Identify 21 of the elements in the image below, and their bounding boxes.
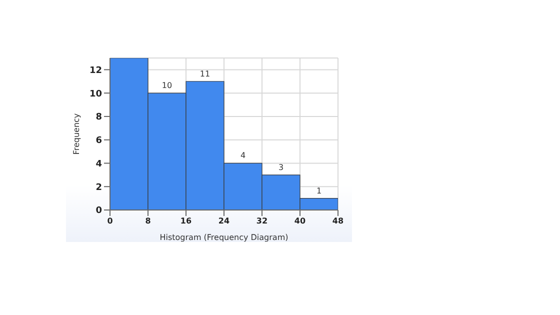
y-tick-label: 4	[96, 159, 102, 170]
x-tick-label: 24	[218, 216, 230, 226]
y-tick-label: 2	[96, 182, 102, 193]
data-label: 4	[240, 151, 246, 160]
x-tick-label: 16	[180, 216, 192, 226]
y-axis-title: Frequency	[72, 113, 81, 155]
y-tick-label: 8	[96, 112, 102, 123]
y-tick-label: 10	[89, 89, 102, 100]
x-tick-label: 40	[294, 216, 306, 226]
data-label: 10	[162, 81, 172, 90]
y-tick-label: 6	[96, 136, 102, 146]
x-axis-title: Histogram (Frequency Diagram)	[160, 233, 288, 242]
data-label: 3	[278, 162, 284, 172]
x-tick-label: 32	[256, 216, 268, 226]
x-tick-label: 0	[107, 216, 114, 226]
y-tick-label: 0	[96, 206, 102, 216]
data-label: 11	[200, 69, 210, 78]
x-tick-label: 48	[332, 216, 344, 226]
y-tick-label: 12	[89, 66, 102, 76]
x-tick-label: 8	[145, 216, 152, 226]
data-label: 1	[316, 186, 322, 196]
